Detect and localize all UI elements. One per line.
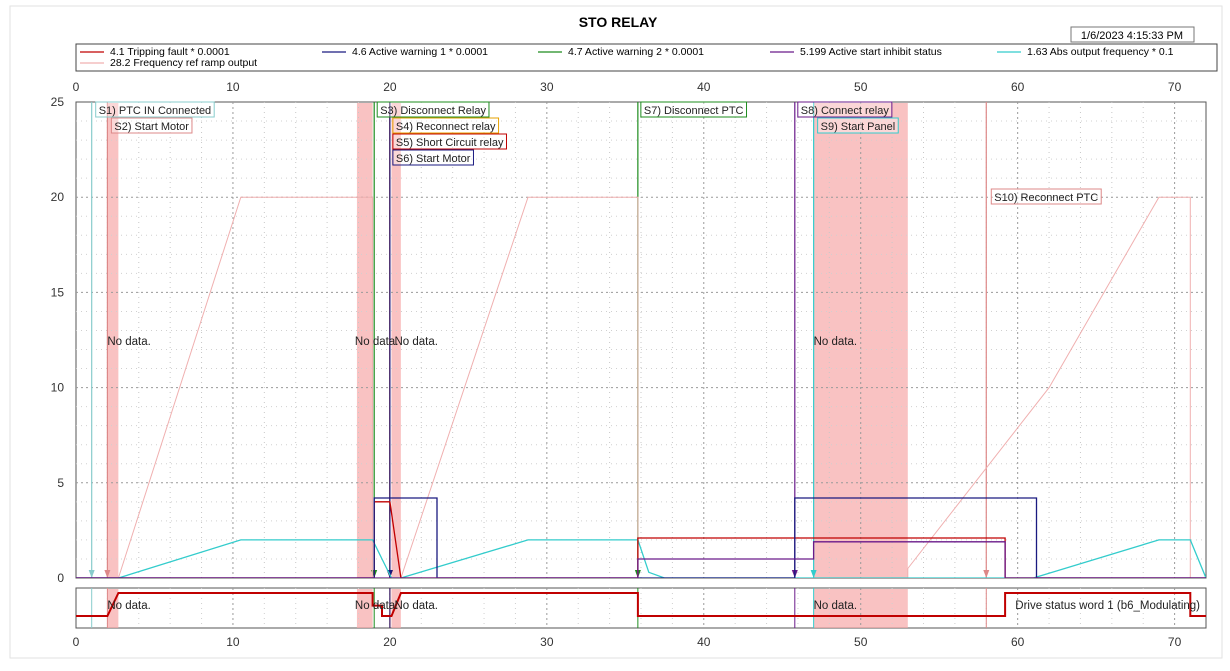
- event-marker: [88, 570, 95, 578]
- series-line: [76, 497, 1206, 578]
- y-tick-label: 5: [57, 476, 64, 490]
- no-data-region: [391, 103, 401, 578]
- event-label-box: [640, 101, 748, 118]
- main-plot-frame: [75, 101, 1207, 579]
- bottom-x-tick-label: 60: [1011, 635, 1025, 649]
- legend-label: 1.63 Abs output frequency * 0.1: [1027, 46, 1174, 58]
- y-tick-label: 10: [51, 381, 65, 395]
- status-no-data-label: No data.: [394, 600, 437, 612]
- no-data-region: [356, 103, 373, 578]
- timestamp: 1/6/2023 4:15:33 PM: [1081, 30, 1183, 42]
- top-x-tick-label: 30: [540, 80, 554, 94]
- no-data-label: No data.: [107, 336, 150, 348]
- top-x-tick-label: 70: [1168, 80, 1182, 94]
- event-label-box: [392, 149, 474, 166]
- event-label: S1) PTC IN Connected: [99, 105, 212, 117]
- top-x-tick-label: 60: [1011, 80, 1025, 94]
- legend-label: 4.6 Active warning 1 * 0.0001: [352, 46, 488, 58]
- series-line: [76, 541, 1206, 578]
- timestamp-box: [1070, 26, 1195, 43]
- status-series-line: [76, 592, 1206, 617]
- legend: 4.1 Tripping fault * 0.0001 4.6 Active wa…: [75, 43, 1218, 72]
- event-marker: [810, 570, 817, 578]
- bottom-x-tick-label: 20: [383, 635, 397, 649]
- event-label: S9) Start Panel: [821, 121, 896, 133]
- no-data-label: No data.: [355, 336, 398, 348]
- event-label: S4) Reconnect relay: [396, 121, 496, 133]
- status-plot: Drive status word 1 (b6_Modulating) No da…: [73, 587, 1207, 649]
- bottom-x-tick-label: 30: [540, 635, 554, 649]
- legend-label: 4.7 Active warning 2 * 0.0001: [568, 46, 704, 58]
- event-label-box: [817, 117, 899, 134]
- status-series-label: Drive status word 1 (b6_Modulating): [1015, 600, 1200, 612]
- event-label: S6) Start Motor: [396, 153, 471, 165]
- top-x-tick-label: 50: [854, 80, 868, 94]
- y-tick-label: 0: [57, 571, 64, 585]
- event-label: S10) Reconnect PTC: [994, 192, 1098, 204]
- no-data-region: [107, 103, 119, 578]
- bottom-x-tick-label: 0: [73, 635, 80, 649]
- event-marker: [983, 570, 990, 578]
- top-x-tick-label: 0: [73, 80, 80, 94]
- event-marker: [104, 570, 111, 578]
- event-label: S7) Disconnect PTC: [644, 105, 744, 117]
- event-label: S5) Short Circuit relay: [396, 137, 504, 149]
- event-label-box: [392, 117, 500, 134]
- legend-label: 5.199 Active start inhibit status: [800, 46, 942, 58]
- event-label: S8) Connect relay: [801, 105, 890, 117]
- y-tick-label: 20: [51, 190, 65, 204]
- event-label: S3) Disconnect Relay: [380, 105, 486, 117]
- y-tick-label: 15: [51, 285, 65, 299]
- series-line: [76, 196, 1206, 578]
- status-no-data-label: No data.: [814, 600, 857, 612]
- status-no-data-region: [356, 589, 373, 628]
- chart-title: STO RELAY: [579, 14, 658, 30]
- status-no-data-region: [391, 589, 401, 628]
- event-label-box: [990, 188, 1102, 205]
- bottom-x-tick-label: 50: [854, 635, 868, 649]
- bottom-x-tick-label: 70: [1168, 635, 1182, 649]
- event-label: S2) Start Motor: [114, 121, 189, 133]
- event-label-box: [376, 101, 490, 118]
- no-data-label: No data.: [394, 336, 437, 348]
- top-x-tick-label: 20: [383, 80, 397, 94]
- status-no-data-region: [107, 589, 119, 628]
- event-label-box: [95, 101, 215, 118]
- no-data-label: No data.: [814, 336, 857, 348]
- status-no-data-label: No data.: [355, 600, 398, 612]
- event-label-box: [392, 133, 507, 150]
- bottom-x-tick-label: 10: [226, 635, 240, 649]
- status-no-data-label: No data.: [107, 600, 150, 612]
- top-x-tick-label: 10: [226, 80, 240, 94]
- legend-box: [75, 43, 1218, 72]
- event-label-box: [110, 117, 193, 134]
- bottom-x-tick-label: 40: [697, 635, 711, 649]
- legend-label: 28.2 Frequency ref ramp output: [110, 57, 257, 69]
- top-x-tick-label: 40: [697, 80, 711, 94]
- event-label-box: [797, 101, 893, 118]
- outer-frame: [9, 5, 1223, 659]
- y-tick-label: 25: [51, 95, 65, 109]
- legend-label: 4.1 Tripping fault * 0.0001: [110, 46, 230, 58]
